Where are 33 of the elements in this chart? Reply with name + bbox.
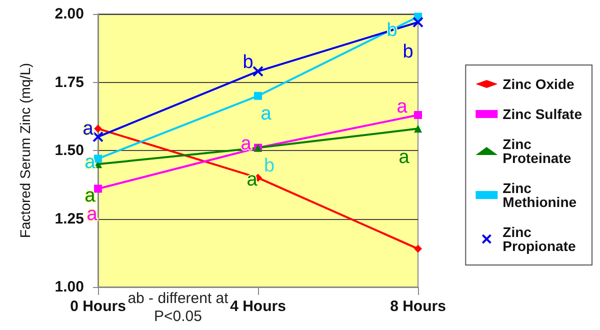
legend-label: Zinc Oxide: [502, 76, 574, 92]
legend-label: Zinc Proteinate: [502, 136, 572, 166]
y-tick-label: 1.00: [54, 278, 84, 296]
point: [414, 244, 422, 253]
y-tick-label: 1.25: [54, 210, 84, 228]
annotation: b: [264, 155, 275, 176]
legend-label: Zinc Sulfate: [502, 106, 582, 122]
y-tick-label: 1.75: [54, 74, 84, 91]
point: [414, 111, 422, 120]
data-label: a: [398, 147, 410, 168]
y-tick-label: 2.00: [54, 6, 84, 22]
data-label: b: [242, 52, 254, 73]
x-tick-label: 8 Hours: [390, 298, 446, 315]
x-tick-label: 4 Hours: [230, 298, 286, 315]
data-label: b: [402, 42, 414, 63]
data-label: a: [84, 152, 96, 174]
data-label: a: [84, 186, 96, 207]
data-label: a: [82, 118, 94, 140]
point: [412, 16, 424, 28]
data-label: a: [396, 96, 408, 118]
point: [94, 184, 102, 193]
x-tick-label: 0 Hours: [70, 298, 126, 315]
legend-label: Zinc Methionine: [502, 180, 577, 210]
point: [254, 92, 262, 100]
text: ab - different at P<0.05: [128, 290, 228, 325]
y-tick-label: 1.50: [54, 142, 84, 159]
data-label: a: [86, 204, 98, 226]
point: [92, 131, 104, 142]
y-axis-title: Factored Serum Zinc (mq/L): [17, 62, 33, 238]
data-label: a: [260, 103, 272, 124]
point: [94, 124, 102, 133]
legend-label: Zinc Propionate: [502, 224, 576, 254]
point: [252, 66, 264, 77]
